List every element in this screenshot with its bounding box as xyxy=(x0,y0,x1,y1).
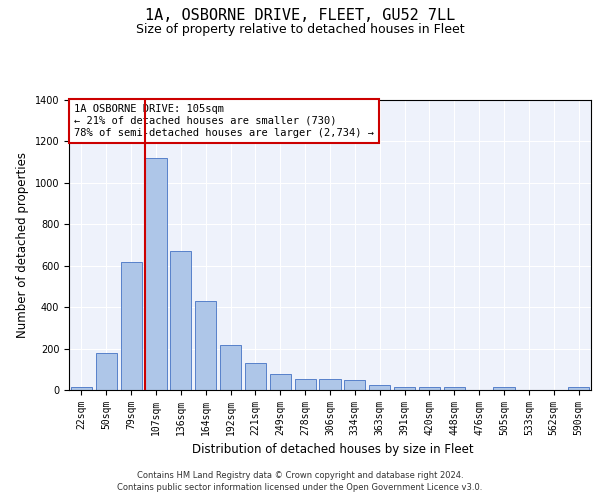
Bar xyxy=(419,387,440,390)
Bar xyxy=(71,387,92,390)
Text: Contains HM Land Registry data © Crown copyright and database right 2024.: Contains HM Land Registry data © Crown c… xyxy=(137,471,463,480)
Bar xyxy=(170,251,191,390)
Y-axis label: Number of detached properties: Number of detached properties xyxy=(16,152,29,338)
Bar xyxy=(369,385,390,390)
Bar xyxy=(145,158,167,390)
Bar xyxy=(394,387,415,390)
Bar xyxy=(96,352,117,390)
Bar xyxy=(270,374,291,390)
Text: 1A, OSBORNE DRIVE, FLEET, GU52 7LL: 1A, OSBORNE DRIVE, FLEET, GU52 7LL xyxy=(145,8,455,22)
Text: Distribution of detached houses by size in Fleet: Distribution of detached houses by size … xyxy=(192,442,474,456)
Bar xyxy=(568,387,589,390)
Bar xyxy=(245,363,266,390)
Text: 1A OSBORNE DRIVE: 105sqm
← 21% of detached houses are smaller (730)
78% of semi-: 1A OSBORNE DRIVE: 105sqm ← 21% of detach… xyxy=(74,104,374,138)
Bar xyxy=(493,387,515,390)
Bar xyxy=(295,378,316,390)
Text: Size of property relative to detached houses in Fleet: Size of property relative to detached ho… xyxy=(136,22,464,36)
Bar xyxy=(220,346,241,390)
Bar xyxy=(444,387,465,390)
Bar xyxy=(344,380,365,390)
Bar xyxy=(121,262,142,390)
Bar xyxy=(195,301,216,390)
Text: Contains public sector information licensed under the Open Government Licence v3: Contains public sector information licen… xyxy=(118,484,482,492)
Bar xyxy=(319,378,341,390)
